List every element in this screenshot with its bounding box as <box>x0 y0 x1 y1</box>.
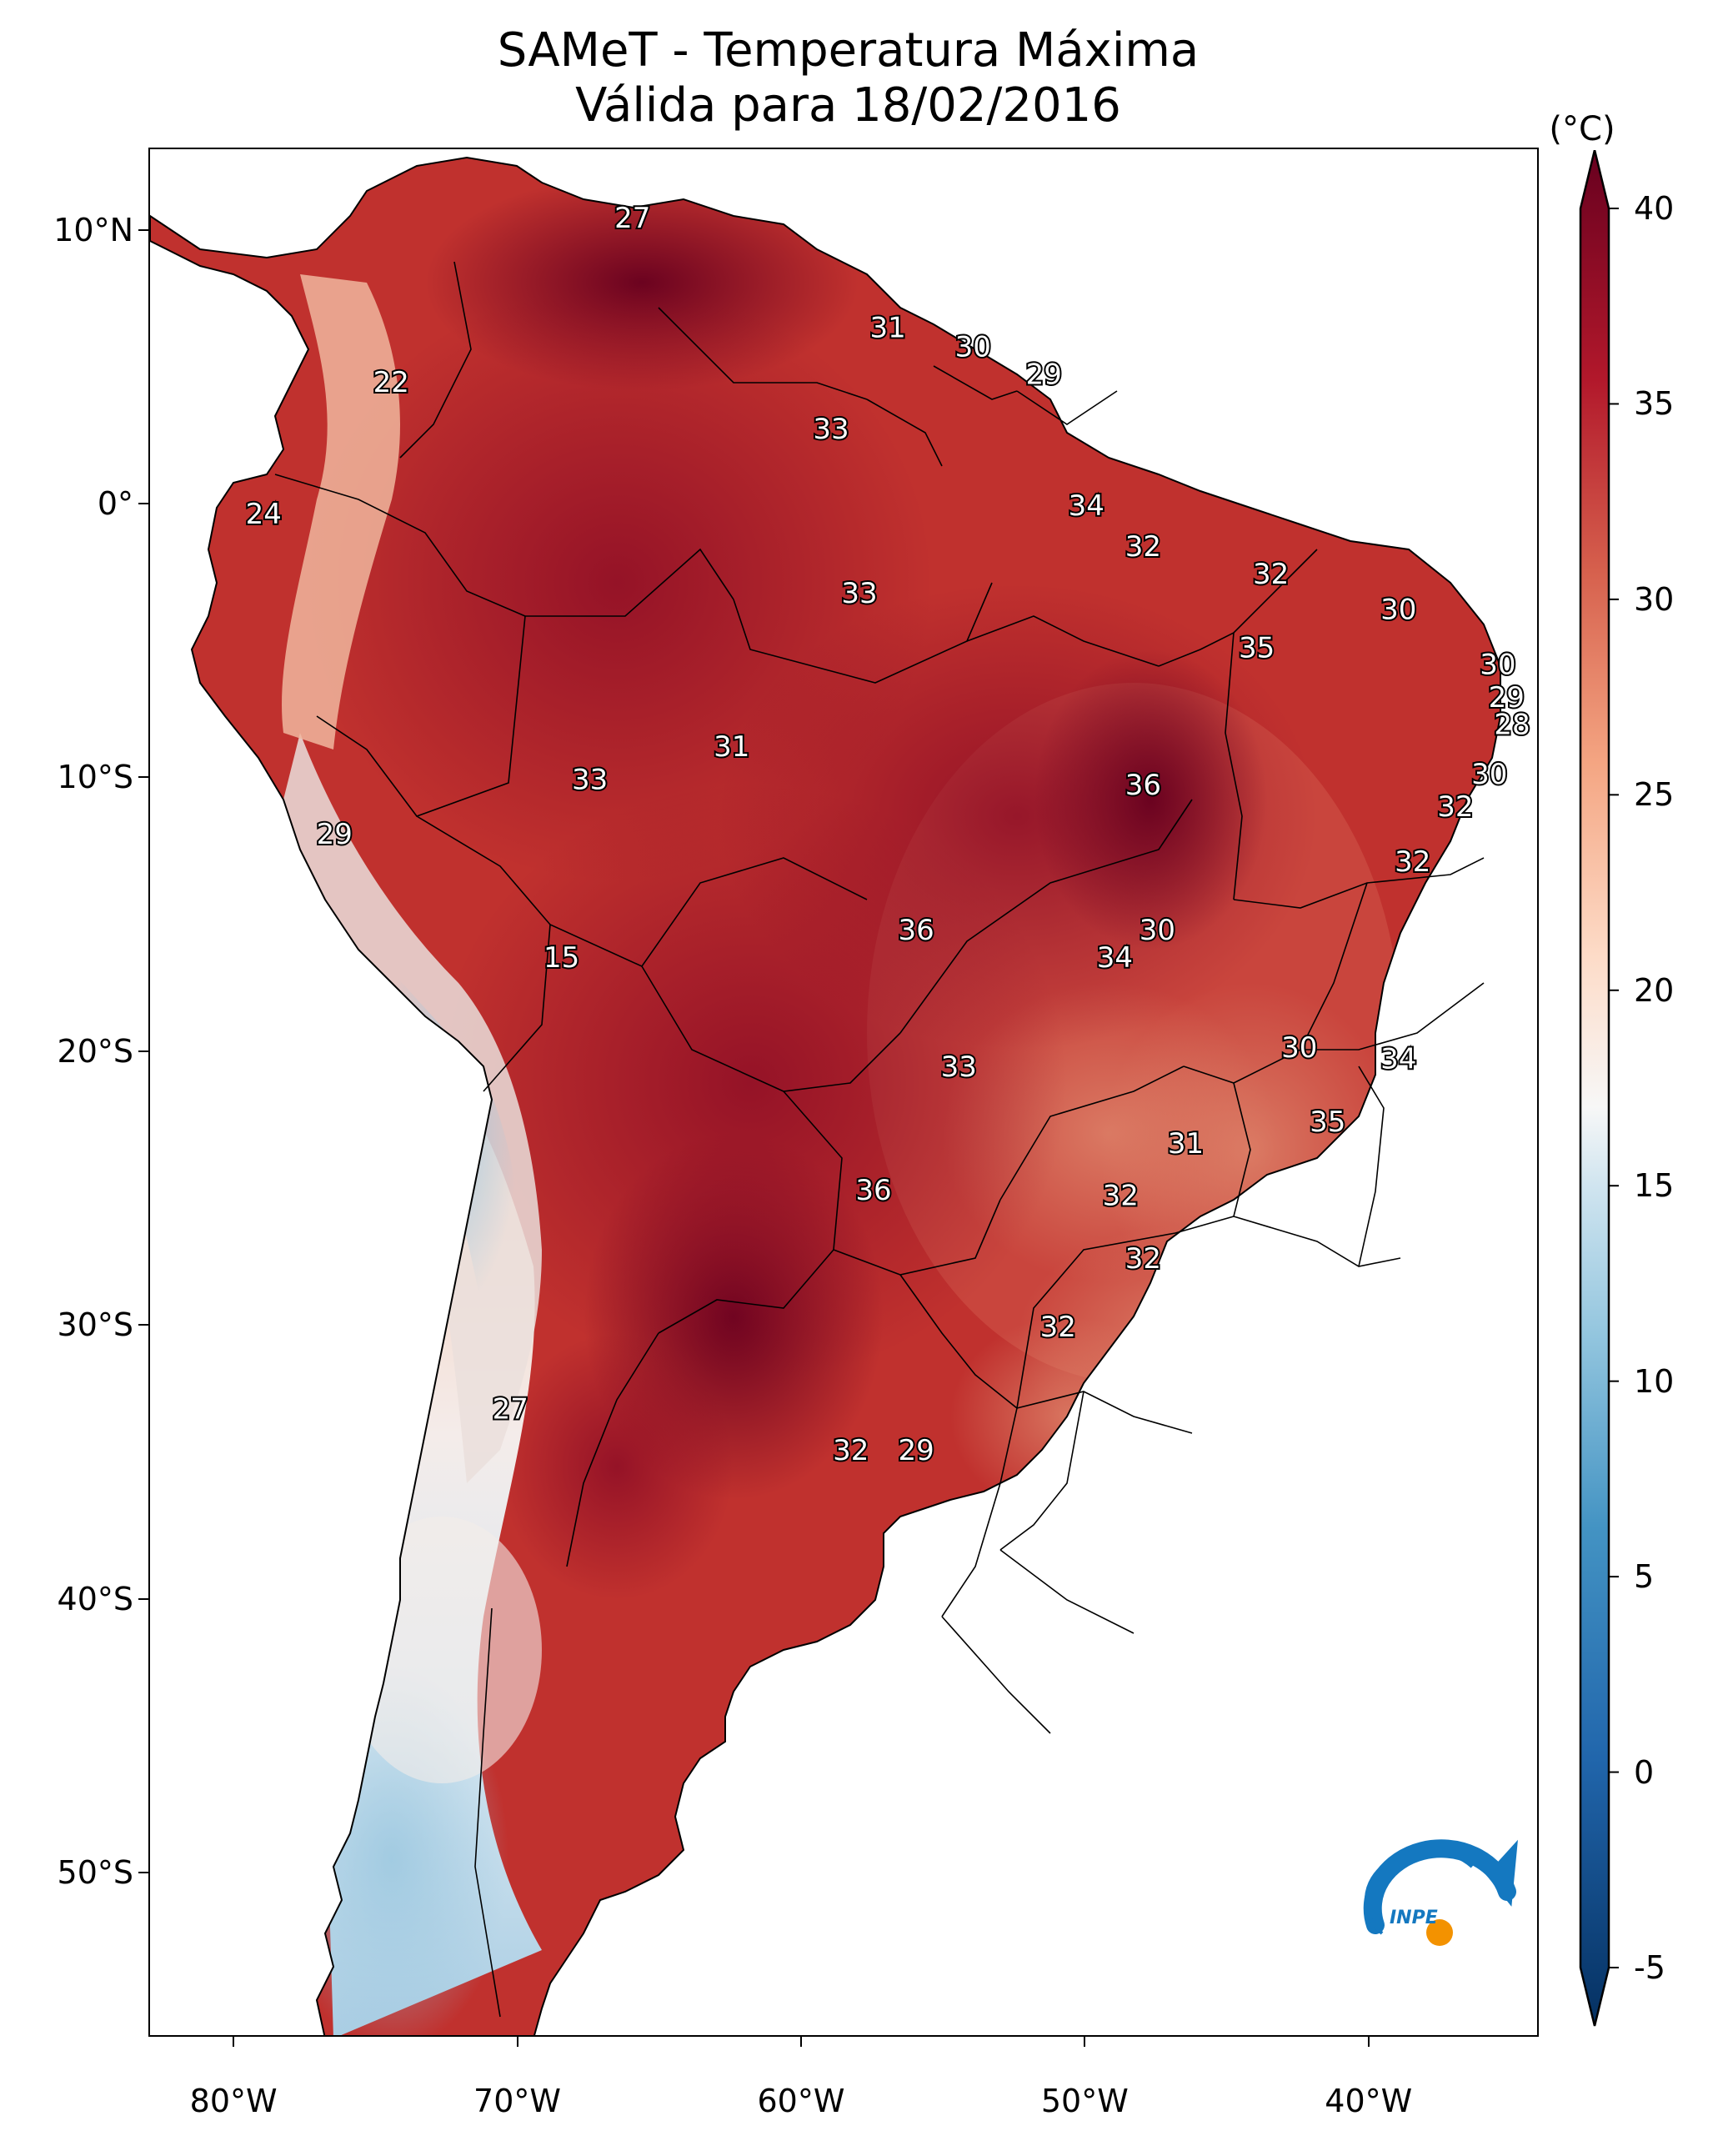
colorbar-tick-label: -5 <box>1634 1949 1665 1986</box>
temperature-label: 28 <box>1494 709 1530 742</box>
longitude-tick-mark <box>1367 2037 1370 2047</box>
temperature-label: 32 <box>1125 1242 1161 1276</box>
country-state-borders <box>274 261 1485 2018</box>
colorbar <box>1579 150 1619 2027</box>
colorbar-tick-label: 15 <box>1634 1167 1675 1205</box>
temperature-label: 34 <box>1069 489 1104 523</box>
longitude-tick-label: 60°W <box>757 2083 845 2119</box>
colorbar-tick-label: 20 <box>1634 971 1675 1009</box>
longitude-tick-label: 80°W <box>189 2083 278 2119</box>
temperature-label: 30 <box>1471 758 1507 791</box>
colorbar-tick-label: 25 <box>1634 776 1675 814</box>
map-panel: 27 31 30 29 22 33 34 24 32 32 33 30 35 30 29 28 31 30 36 33… <box>148 148 1539 2037</box>
temperature-label: 31 <box>714 730 749 764</box>
map-title: SAMeT - Temperatura Máxima <box>497 23 1200 78</box>
temperature-label: 32 <box>1125 530 1161 564</box>
temperature-label: 29 <box>1026 358 1062 391</box>
temperature-label: 29 <box>317 818 353 851</box>
latitude-tick-label: 10°S <box>57 759 133 796</box>
map-subtitle: Válida para 18/02/2016 <box>575 78 1121 133</box>
latitude-tick-label: 20°S <box>57 1032 133 1070</box>
temperature-label: 31 <box>869 312 905 345</box>
latitude-tick-label: 30°S <box>57 1306 133 1344</box>
longitude-tick-mark <box>799 2037 802 2047</box>
colorbar-tick-label: 35 <box>1634 385 1675 423</box>
temperature-label: 36 <box>898 914 934 947</box>
temperature-label: 33 <box>572 763 608 796</box>
latitude-tick-label: 50°S <box>57 1853 133 1891</box>
longitude-tick-mark <box>516 2037 518 2047</box>
temperature-label: 29 <box>898 1434 934 1467</box>
colorbar-unit: (°C) <box>1549 110 1615 148</box>
longitude-tick-mark <box>1084 2037 1086 2047</box>
temperature-label: 31 <box>1168 1127 1204 1161</box>
temperature-label: 15 <box>543 941 579 975</box>
latitude-tick-label: 0° <box>97 484 133 522</box>
temperature-label: 24 <box>246 498 282 531</box>
longitude-tick-mark <box>233 2037 235 2047</box>
temperature-label: 36 <box>855 1174 891 1207</box>
temperature-label: 30 <box>1139 914 1175 947</box>
latitude-tick-label: 10°N <box>53 211 133 248</box>
temperature-label: 29 <box>1489 681 1525 714</box>
temperature-label: 35 <box>1239 632 1275 665</box>
colorbar-tick-label: 5 <box>1634 1558 1655 1596</box>
temperature-label: 22 <box>373 366 409 399</box>
temperature-label: 27 <box>493 1393 528 1426</box>
latitude-tick-label: 40°S <box>57 1580 133 1617</box>
temperature-label: 34 <box>1380 1042 1416 1075</box>
latitude-tick-mark <box>138 502 148 504</box>
colorbar-tick-label: 40 <box>1634 190 1675 227</box>
temperature-label: 32 <box>1103 1180 1139 1213</box>
temperature-label: 32 <box>1253 558 1289 591</box>
temperature-label: 35 <box>1310 1106 1345 1139</box>
colorbar-tick-label: 0 <box>1634 1753 1655 1791</box>
svg-text:INPE: INPE <box>1390 1908 1438 1928</box>
temperature-label: 32 <box>833 1434 869 1467</box>
longitude-tick-label: 50°W <box>1040 2083 1129 2119</box>
longitude-tick-label: 40°W <box>1325 2083 1413 2119</box>
longitude-tick-label: 70°W <box>473 2083 561 2119</box>
temperature-label: 33 <box>941 1050 977 1084</box>
latitude-tick-mark <box>138 228 148 231</box>
temperature-label: 30 <box>955 331 991 364</box>
temperature-label: 32 <box>1437 790 1473 824</box>
latitude-tick-mark <box>138 1050 148 1052</box>
temperature-label: 30 <box>1281 1031 1317 1065</box>
inpe-logo: INPE <box>1363 1839 1518 1946</box>
temperature-label: 32 <box>1040 1311 1076 1344</box>
temperature-label: 36 <box>1125 769 1161 802</box>
temperature-label: 33 <box>841 577 877 610</box>
temperature-label: 32 <box>1395 845 1430 879</box>
temperature-label: 33 <box>813 413 849 446</box>
logo-dot-icon <box>1426 1919 1453 1946</box>
temperature-label: 30 <box>1480 648 1515 681</box>
temperature-label: 34 <box>1097 941 1133 975</box>
latitude-tick-mark <box>138 776 148 779</box>
temperature-label: 27 <box>614 202 650 235</box>
latitude-tick-mark <box>138 1871 148 1873</box>
temperature-label: 30 <box>1380 594 1416 627</box>
latitude-tick-mark <box>138 1597 148 1600</box>
colorbar-tick-label: 10 <box>1634 1362 1675 1400</box>
latitude-tick-mark <box>138 1324 148 1326</box>
coastline <box>150 156 1501 2035</box>
colorbar-tick-label: 30 <box>1634 580 1675 618</box>
